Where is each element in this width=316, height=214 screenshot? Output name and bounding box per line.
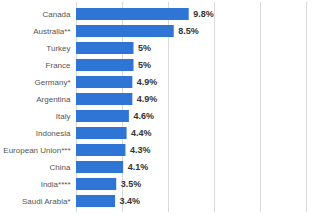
svg-text:4.3%: 4.3% xyxy=(130,145,151,155)
svg-text:9.8%: 9.8% xyxy=(193,9,214,19)
svg-text:Italy: Italy xyxy=(56,112,71,121)
svg-text:4.6%: 4.6% xyxy=(133,111,154,121)
svg-text:Indonesia: Indonesia xyxy=(36,129,71,138)
svg-text:European Union***: European Union*** xyxy=(3,146,70,155)
svg-text:Germany*: Germany* xyxy=(34,78,70,87)
svg-text:France: France xyxy=(46,61,71,70)
svg-text:5%: 5% xyxy=(138,43,151,53)
svg-text:4.9%: 4.9% xyxy=(137,94,158,104)
svg-text:Australia**: Australia** xyxy=(33,27,70,36)
svg-text:4.4%: 4.4% xyxy=(131,128,152,138)
svg-text:3.5%: 3.5% xyxy=(121,179,142,189)
svg-text:5%: 5% xyxy=(138,60,151,70)
svg-text:Saudi Arabia*: Saudi Arabia* xyxy=(22,197,70,206)
svg-text:India****: India**** xyxy=(41,180,71,189)
svg-text:Argentina: Argentina xyxy=(36,95,71,104)
svg-text:4.9%: 4.9% xyxy=(137,77,158,87)
svg-text:4.1%: 4.1% xyxy=(128,162,149,172)
svg-text:Turkey: Turkey xyxy=(46,44,70,53)
svg-text:3.4%: 3.4% xyxy=(120,196,141,206)
svg-text:8.5%: 8.5% xyxy=(178,26,199,36)
svg-text:China: China xyxy=(50,163,71,172)
svg-text:Canada: Canada xyxy=(42,10,71,19)
